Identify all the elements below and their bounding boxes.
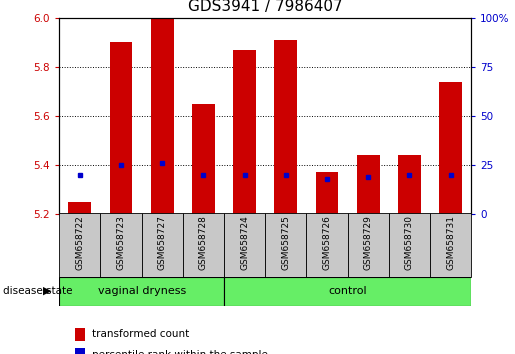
Bar [192, 104, 215, 214]
Bar [389, 213, 430, 276]
Text: control: control [329, 286, 367, 296]
Bar [68, 202, 91, 214]
Bar [59, 276, 224, 306]
Text: GSM658731: GSM658731 [446, 215, 455, 270]
Bar [100, 213, 142, 276]
Bar [316, 172, 338, 214]
Title: GDS3941 / 7986407: GDS3941 / 7986407 [188, 0, 342, 14]
Text: GSM658729: GSM658729 [364, 215, 373, 270]
Bar [357, 155, 380, 214]
Text: GSM658728: GSM658728 [199, 215, 208, 270]
Bar [224, 213, 265, 276]
Text: GSM658723: GSM658723 [116, 215, 126, 270]
Bar [142, 213, 183, 276]
Text: GSM658725: GSM658725 [281, 215, 290, 270]
Text: percentile rank within the sample: percentile rank within the sample [93, 350, 268, 354]
Bar [59, 213, 100, 276]
Bar [224, 276, 471, 306]
Bar [274, 40, 297, 214]
Text: transformed count: transformed count [93, 329, 190, 339]
Bar [110, 42, 132, 214]
Text: GSM658724: GSM658724 [240, 215, 249, 269]
Bar [75, 328, 85, 341]
Text: GSM658730: GSM658730 [405, 215, 414, 270]
Text: GSM658726: GSM658726 [322, 215, 332, 270]
Bar [306, 213, 348, 276]
Text: ▶: ▶ [43, 286, 52, 296]
Text: GSM658722: GSM658722 [75, 215, 84, 269]
Bar [75, 348, 85, 354]
Bar [430, 213, 471, 276]
Text: GSM658727: GSM658727 [158, 215, 167, 270]
Bar [265, 213, 306, 276]
Text: disease state: disease state [3, 286, 72, 296]
Bar [183, 213, 224, 276]
Bar [439, 81, 462, 214]
Bar [348, 213, 389, 276]
Bar [398, 155, 421, 214]
Bar [151, 18, 174, 214]
Text: vaginal dryness: vaginal dryness [97, 286, 186, 296]
Bar [233, 50, 256, 214]
